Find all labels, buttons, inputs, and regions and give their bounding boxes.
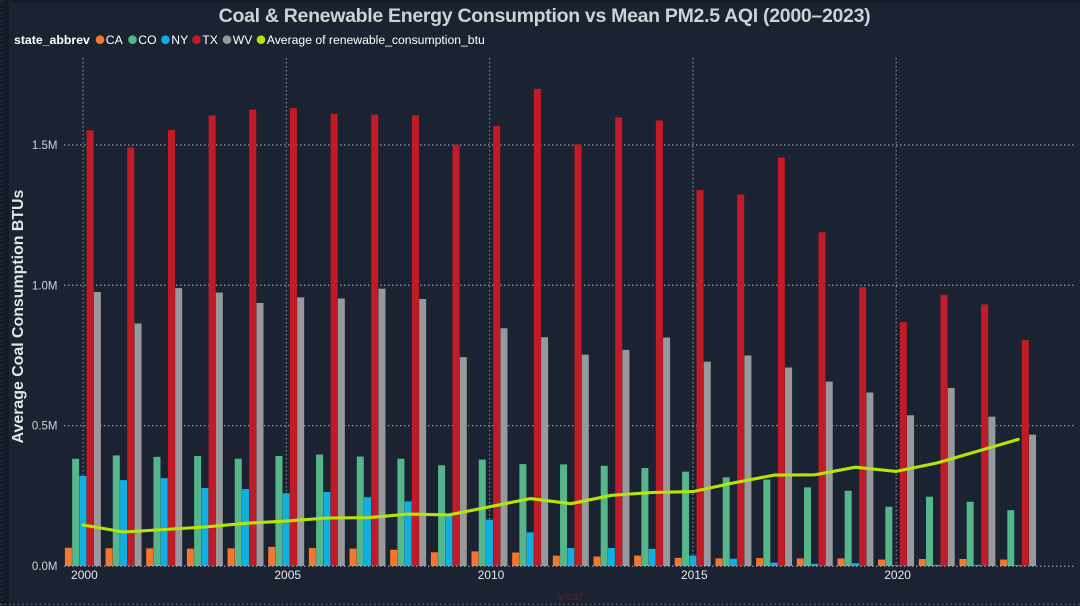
svg-text:Coal & Renewable Energy Consum: Coal & Renewable Energy Consumption vs M… bbox=[219, 5, 871, 27]
svg-text:year: year bbox=[558, 588, 585, 603]
svg-text:CO: CO bbox=[138, 33, 156, 47]
svg-text:2005: 2005 bbox=[274, 568, 301, 582]
svg-text:WV: WV bbox=[233, 33, 254, 47]
svg-text:2010: 2010 bbox=[478, 568, 505, 582]
svg-text:1.5M: 1.5M bbox=[32, 140, 58, 152]
svg-text:state_abbrev: state_abbrev bbox=[14, 33, 90, 47]
svg-text:Average of renewable_consumpti: Average of renewable_consumption_btu bbox=[267, 33, 485, 47]
svg-text:CA: CA bbox=[106, 33, 124, 47]
svg-text:1.0M: 1.0M bbox=[32, 280, 58, 292]
svg-text:2000: 2000 bbox=[71, 568, 98, 582]
svg-text:TX: TX bbox=[202, 33, 218, 47]
svg-text:0.0M: 0.0M bbox=[32, 561, 58, 573]
svg-text:2020: 2020 bbox=[884, 568, 911, 582]
svg-text:NY: NY bbox=[171, 33, 188, 47]
svg-text:0.5M: 0.5M bbox=[32, 421, 58, 433]
svg-text:Average Coal Consumption BTUs: Average Coal Consumption BTUs bbox=[10, 189, 27, 443]
svg-text:2015: 2015 bbox=[681, 568, 708, 582]
